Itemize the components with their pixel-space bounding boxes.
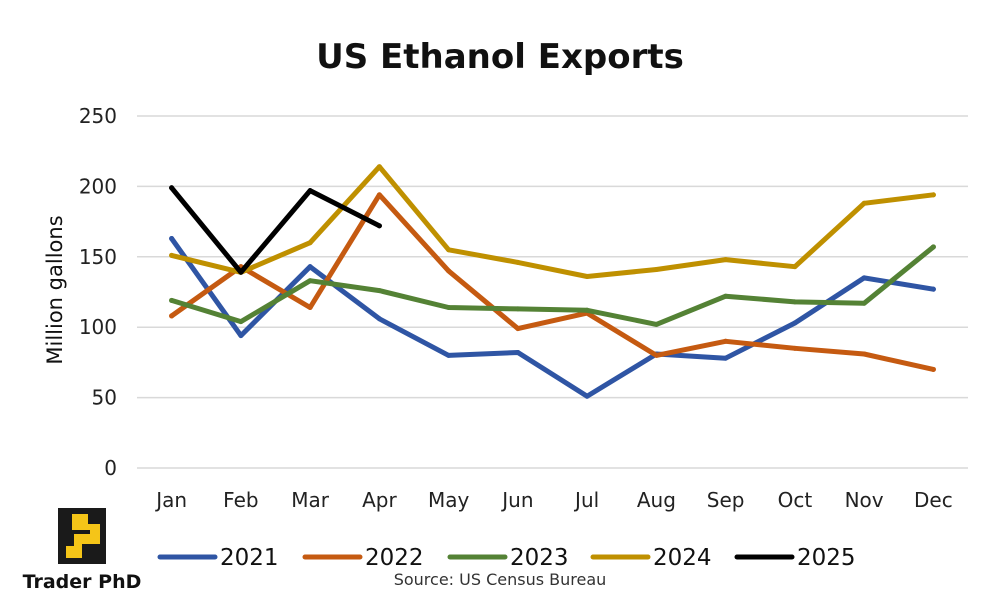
data-point-2025 bbox=[169, 185, 175, 191]
y-tick-label: 200 bbox=[79, 174, 117, 198]
x-tick-label: Jan bbox=[154, 488, 187, 512]
y-tick-label: 0 bbox=[104, 456, 117, 480]
data-point-2021 bbox=[792, 320, 798, 326]
x-tick-label: Nov bbox=[845, 488, 884, 512]
data-point-2021 bbox=[723, 355, 729, 361]
data-point-2025 bbox=[238, 269, 244, 275]
x-tick-label: Oct bbox=[778, 488, 813, 512]
data-point-2023 bbox=[792, 299, 798, 305]
series-line-2024 bbox=[169, 164, 936, 279]
data-point-2021 bbox=[376, 316, 382, 322]
data-point-2023 bbox=[861, 300, 867, 306]
data-point-2021 bbox=[446, 352, 452, 358]
x-tick-label: Jul bbox=[573, 488, 599, 512]
data-point-2023 bbox=[584, 307, 590, 313]
legend-label: 2024 bbox=[653, 545, 712, 571]
data-point-2022 bbox=[446, 268, 452, 274]
legend-label: 2025 bbox=[797, 545, 856, 571]
data-point-2024 bbox=[307, 240, 313, 246]
data-point-2022 bbox=[930, 366, 936, 372]
data-point-2023 bbox=[515, 306, 521, 312]
data-point-2021 bbox=[238, 333, 244, 339]
data-point-2024 bbox=[723, 257, 729, 263]
trader-phd-logo: Trader PhD bbox=[23, 508, 142, 593]
logo-mark bbox=[66, 514, 100, 558]
data-point-2025 bbox=[307, 188, 313, 194]
data-point-2024 bbox=[792, 264, 798, 270]
data-point-2024 bbox=[515, 259, 521, 265]
x-tick-label: Mar bbox=[291, 488, 330, 512]
data-point-2025 bbox=[376, 223, 382, 229]
y-axis-label: Million gallons bbox=[43, 215, 67, 364]
source-note: Source: US Census Bureau bbox=[394, 570, 607, 589]
data-point-2022 bbox=[376, 192, 382, 198]
y-tick-label: 50 bbox=[92, 386, 117, 410]
data-point-2022 bbox=[307, 304, 313, 310]
data-point-2023 bbox=[446, 304, 452, 310]
data-point-2021 bbox=[307, 264, 313, 270]
data-point-2024 bbox=[653, 266, 659, 272]
data-point-2022 bbox=[515, 326, 521, 332]
y-tick-label: 150 bbox=[79, 245, 117, 269]
x-tick-label: Sep bbox=[707, 488, 745, 512]
x-tick-label: Aug bbox=[637, 488, 676, 512]
chart-title: US Ethanol Exports bbox=[316, 37, 684, 77]
data-point-2024 bbox=[930, 192, 936, 198]
data-point-2023 bbox=[169, 297, 175, 303]
y-tick-label: 250 bbox=[79, 104, 117, 128]
data-point-2022 bbox=[653, 352, 659, 358]
data-point-2023 bbox=[653, 321, 659, 327]
x-tick-label: Apr bbox=[362, 488, 397, 512]
legend-label: 2022 bbox=[365, 545, 424, 571]
brand-name: Trader PhD bbox=[23, 571, 142, 593]
x-tick-label: Feb bbox=[223, 488, 258, 512]
data-point-2023 bbox=[930, 244, 936, 250]
data-point-2021 bbox=[515, 350, 521, 356]
x-axis-ticks: Jan Feb Mar Apr May Jun Jul Aug Sep Oct Nov Dec bbox=[154, 488, 953, 512]
data-point-2022 bbox=[861, 351, 867, 357]
legend-label: 2021 bbox=[220, 545, 279, 571]
y-axis-ticks: 0 50 100 150 200 250 bbox=[79, 104, 117, 480]
series-line-2025 bbox=[169, 185, 382, 275]
data-point-2022 bbox=[792, 345, 798, 351]
data-point-2023 bbox=[723, 293, 729, 299]
series-line-2022 bbox=[169, 192, 936, 372]
data-point-2022 bbox=[723, 338, 729, 344]
data-point-2021 bbox=[169, 235, 175, 241]
data-point-2023 bbox=[376, 288, 382, 294]
data-point-2024 bbox=[861, 200, 867, 206]
data-point-2024 bbox=[169, 252, 175, 258]
y-tick-label: 100 bbox=[79, 315, 117, 339]
data-point-2024 bbox=[584, 274, 590, 280]
x-tick-label: May bbox=[428, 488, 470, 512]
x-tick-label: Jun bbox=[500, 488, 533, 512]
data-point-2024 bbox=[376, 164, 382, 170]
data-point-2023 bbox=[307, 278, 313, 284]
series-line-2023 bbox=[169, 244, 936, 327]
data-point-2021 bbox=[861, 275, 867, 281]
legend: 2021 2022 2023 2024 2025 bbox=[157, 545, 856, 571]
data-point-2021 bbox=[584, 393, 590, 399]
data-point-2022 bbox=[169, 313, 175, 319]
data-point-2024 bbox=[446, 247, 452, 253]
data-point-2021 bbox=[930, 286, 936, 292]
legend-label: 2023 bbox=[510, 545, 569, 571]
series-line-2021 bbox=[169, 236, 936, 399]
data-point-2023 bbox=[238, 319, 244, 325]
series-lines bbox=[169, 164, 936, 399]
x-tick-label: Dec bbox=[914, 488, 953, 512]
